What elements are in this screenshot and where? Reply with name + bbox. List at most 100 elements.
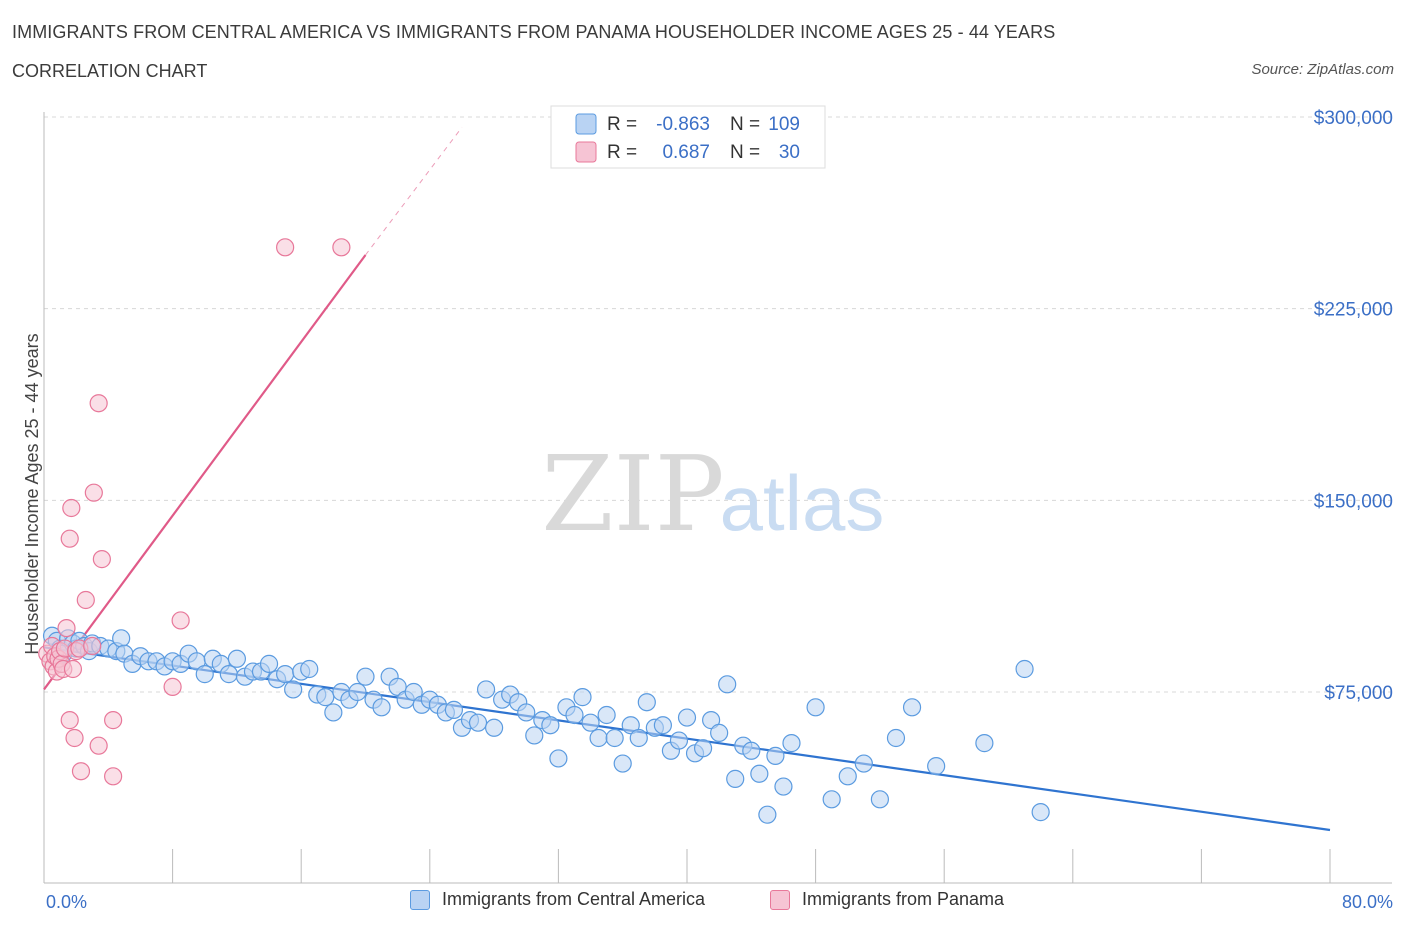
data-point [104, 767, 123, 786]
data-point [927, 757, 946, 776]
data-point [71, 762, 91, 781]
legend-label: Immigrants from Central America [442, 889, 706, 909]
data-point [710, 723, 729, 742]
data-point [621, 716, 640, 735]
data-point [613, 754, 632, 773]
data-point [171, 611, 190, 630]
data-point [549, 749, 568, 768]
data-point [356, 667, 375, 686]
data-point [517, 703, 536, 722]
data-point [89, 736, 108, 755]
data-point [669, 731, 689, 750]
correlation-legend: R = -0.863 N = 109 R = 0.687 N = 30 [550, 105, 826, 169]
data-point [163, 677, 182, 696]
x-tick-label: 80.0% [1342, 892, 1393, 912]
legend-n-label: N = [730, 114, 760, 135]
legend-item-central-america[interactable]: Immigrants from Central America [410, 889, 705, 910]
watermark-zip: ZIP [541, 433, 724, 555]
data-point [259, 654, 279, 673]
data-point [718, 675, 737, 694]
legend-n-label: N = [730, 142, 760, 163]
legend-item-panama[interactable]: Immigrants from Panama [770, 889, 1004, 910]
data-point [758, 805, 777, 824]
data-point [348, 682, 367, 702]
legend-n-value: 109 [768, 114, 800, 135]
data-point [92, 550, 111, 569]
data-point [276, 665, 295, 684]
data-point [589, 728, 608, 748]
data-point [388, 677, 407, 696]
data-point [653, 716, 672, 735]
watermark-atlas: atlas [720, 459, 885, 547]
data-point [629, 728, 648, 748]
data-point [637, 693, 656, 712]
data-point [870, 790, 890, 809]
data-point [766, 746, 785, 765]
data-point [444, 700, 464, 719]
data-point [468, 713, 488, 732]
data-point [806, 698, 825, 717]
axes-layer [43, 112, 1392, 884]
data-point [693, 739, 713, 758]
data-point [742, 741, 761, 760]
data-point [581, 713, 600, 732]
data-point [60, 711, 79, 730]
grid-layer [44, 116, 1392, 693]
legend-r-label: R = [607, 142, 637, 163]
data-point [605, 728, 624, 748]
data-point [76, 590, 95, 610]
data-point [677, 708, 697, 727]
chart-title: IMMIGRANTS FROM CENTRAL AMERICA VS IMMIG… [12, 22, 1056, 42]
legend-swatch-blue [410, 889, 430, 910]
data-point [195, 665, 214, 684]
x-tick-label: 0.0% [46, 892, 87, 912]
data-point [300, 659, 319, 679]
data-point [541, 716, 560, 735]
data-point [1015, 659, 1034, 679]
data-point [65, 728, 84, 748]
data-point [227, 649, 246, 668]
legend-swatch-pink [575, 141, 597, 163]
data-point [62, 498, 81, 518]
legend-swatch-blue [575, 113, 597, 135]
data-point [702, 711, 721, 730]
data-point [902, 698, 922, 717]
data-point [573, 688, 592, 707]
points-layer [38, 238, 1050, 824]
data-point [63, 659, 83, 679]
y-tick-label: $225,000 [1314, 300, 1393, 321]
source-credit: Source: ZipAtlas.com [1251, 61, 1394, 78]
data-point [83, 636, 102, 656]
axis-labels-layer: $75,000 $150,000 $225,000 $300,000 0.0% 80.0% [46, 108, 1393, 912]
y-tick-label: $300,000 [1314, 108, 1393, 129]
data-point [57, 619, 76, 638]
data-point [219, 665, 238, 684]
legend-r-value: 0.687 [662, 142, 710, 163]
y-tick-label: $75,000 [1324, 683, 1393, 704]
data-point [774, 777, 793, 796]
data-point [782, 734, 801, 753]
data-point [84, 483, 103, 502]
data-point [324, 703, 343, 722]
data-point [750, 764, 769, 783]
data-point [112, 629, 131, 648]
watermark: ZIP atlas [541, 433, 884, 555]
data-point [822, 790, 841, 809]
chart-subtitle: CORRELATION CHART [12, 61, 208, 81]
legend-swatch-pink [770, 889, 790, 910]
trendline [43, 254, 367, 691]
data-point [276, 238, 295, 257]
legend-n-value: 30 [779, 142, 800, 163]
data-point [525, 726, 544, 745]
data-point [726, 769, 745, 788]
data-point [372, 698, 391, 717]
data-point [476, 680, 496, 699]
data-point [316, 688, 335, 707]
data-point [1031, 803, 1050, 822]
trendline-extension [365, 126, 463, 256]
y-axis-label: Householder Income Ages 25 - 44 years [22, 333, 42, 654]
legend-label: Immigrants from Panama [802, 889, 1005, 909]
legend-r-label: R = [607, 114, 637, 135]
data-point [886, 728, 906, 748]
